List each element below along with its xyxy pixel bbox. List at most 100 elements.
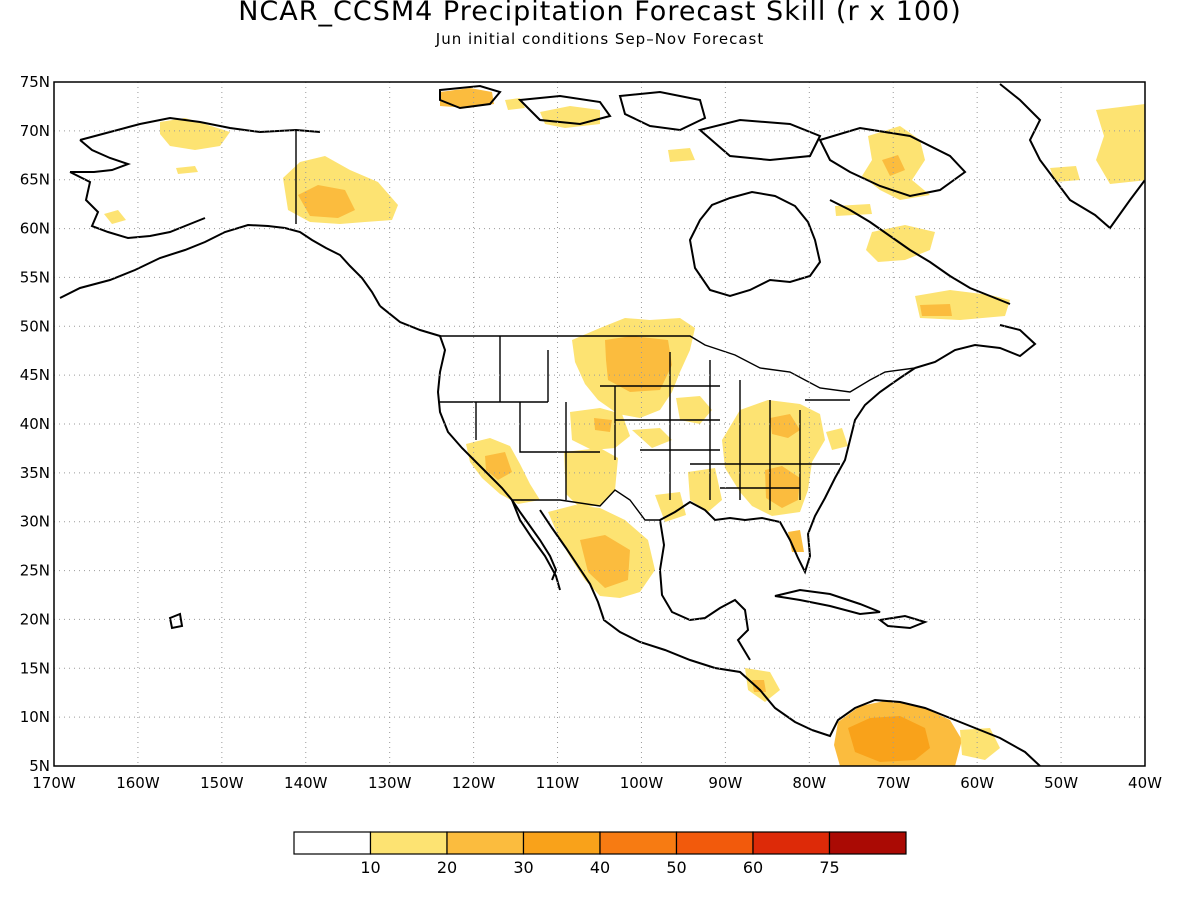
- skill-region-alaska-small: [176, 166, 198, 174]
- skill-region-colorado-core: [594, 418, 612, 432]
- colorbar-label: 30: [513, 858, 533, 877]
- lon-tick-label: 50W: [1044, 774, 1078, 792]
- coast-mexico-west: [539, 509, 813, 731]
- colorbar-swatch: [599, 831, 678, 855]
- colorbar-swatch: [752, 831, 831, 855]
- lat-tick-label: 55N: [20, 268, 50, 286]
- lat-tick-label: 10N: [20, 708, 50, 726]
- skill-region-arctic-4: [668, 148, 695, 162]
- lat-tick-label: 5N: [29, 757, 50, 775]
- lon-tick-label: 120W: [452, 774, 496, 792]
- skill-region-alaska-north: [160, 118, 230, 150]
- lat-tick-label: 30N: [20, 513, 50, 531]
- colorbar-label: 50: [666, 858, 686, 877]
- skill-region-nevada: [485, 452, 512, 480]
- colorbar-label: 20: [437, 858, 457, 877]
- colorbar-label: 60: [743, 858, 763, 877]
- lon-tick-label: 80W: [792, 774, 826, 792]
- skill-region-newfoundland-core: [920, 304, 952, 316]
- skill-region-alaska-sw: [104, 210, 126, 224]
- skill-region-ohio: [770, 414, 800, 438]
- skill-region-honduras: [752, 680, 766, 692]
- border-us-mexico: [512, 489, 660, 521]
- colorbar-swatch: [675, 831, 754, 855]
- skill-region-kansas: [632, 428, 672, 448]
- lon-tick-label: 170W: [32, 774, 76, 792]
- lat-tick-label: 20N: [20, 610, 50, 628]
- colorbar-swatch: [369, 831, 448, 855]
- lat-tick-label: 70N: [20, 122, 50, 140]
- lat-tick-label: 35N: [20, 464, 50, 482]
- lat-tick-label: 60N: [20, 220, 50, 238]
- skill-shading: [104, 88, 1145, 766]
- lat-tick-label: 40N: [20, 415, 50, 433]
- skill-region-georgia: [765, 466, 800, 508]
- coast-labrador: [829, 199, 1011, 305]
- lon-tick-label: 110W: [536, 774, 580, 792]
- colorbar-swatch: [293, 831, 372, 855]
- lat-tick-label: 45N: [20, 366, 50, 384]
- lon-tick-label: 150W: [200, 774, 244, 792]
- lon-tick-label: 90W: [708, 774, 742, 792]
- coast-pacific: [379, 305, 558, 581]
- colorbar-label: 40: [590, 858, 610, 877]
- coast-baja: [511, 499, 561, 591]
- coast-arctic-c: [618, 90, 707, 132]
- colorbar-label: 10: [360, 858, 380, 877]
- skill-region-nebraska: [676, 396, 712, 424]
- lon-tick-label: 40W: [1128, 774, 1162, 792]
- coast-alaska-west: [69, 171, 206, 240]
- coast-maritimes: [914, 324, 1037, 369]
- colorbar-swatch: [522, 831, 601, 855]
- lon-tick-label: 60W: [960, 774, 994, 792]
- coast-hawaii: [168, 612, 184, 630]
- state-lines-1: [440, 336, 850, 510]
- grid-lines: [53, 81, 1146, 767]
- lon-tick-label: 70W: [876, 774, 910, 792]
- skill-region-arctic-3: [540, 106, 600, 128]
- political-borders: [295, 130, 916, 521]
- colorbar-swatch: [828, 831, 907, 855]
- coast-alaska: [59, 223, 381, 307]
- coast-arctic-d: [697, 118, 822, 162]
- lon-tick-label: 140W: [284, 774, 328, 792]
- coast-gulf: [658, 519, 751, 661]
- skill-region-greenland-south: [1050, 166, 1080, 182]
- skill-region-north-dakota: [605, 336, 672, 392]
- plot-frame: [53, 81, 1146, 767]
- skill-region-southern-plains: [564, 448, 618, 508]
- coast-arctic-b: [517, 94, 612, 126]
- skill-region-carolina: [826, 428, 848, 450]
- border-us-canada: [440, 335, 916, 393]
- lat-tick-label: 65N: [20, 171, 50, 189]
- map-title: NCAR_CCSM4 Precipitation Forecast Skill …: [238, 0, 962, 27]
- colorbar-label: 75: [819, 858, 839, 877]
- coast-hudson: [688, 190, 822, 298]
- coast-south-america: [811, 698, 1041, 766]
- map-subtitle: Jun initial conditions Sep–Nov Forecast: [435, 30, 765, 48]
- skill-region-venezuela-core: [848, 716, 930, 762]
- colorbar-swatch: [446, 831, 525, 855]
- lon-tick-label: 160W: [116, 774, 160, 792]
- coast-baffin: [818, 126, 967, 198]
- lat-tick-label: 15N: [20, 659, 50, 677]
- lat-tick-label: 75N: [20, 73, 50, 91]
- lon-tick-label: 100W: [620, 774, 664, 792]
- lat-tick-label: 25N: [20, 562, 50, 580]
- skill-region-yukon-core: [298, 185, 355, 218]
- coast-arctic-a: [439, 84, 502, 110]
- skill-region-central-mexico: [580, 535, 630, 588]
- colorbar: 10 20 30 40 50 60 75: [293, 831, 907, 877]
- axis-labels: 5N 10N 15N 20N 25N 30N 35N 40N 45N 50N 55N 60N 65N 70…: [20, 73, 1162, 792]
- skill-region-arctic-1: [440, 88, 494, 108]
- skill-region-baffin-core: [882, 155, 905, 176]
- skill-region-greenland: [1096, 104, 1145, 184]
- lat-tick-label: 50N: [20, 317, 50, 335]
- skill-region-south-texas: [655, 492, 686, 522]
- coast-cuba: [774, 588, 881, 616]
- skill-region-arkansas: [688, 468, 722, 512]
- coast-alaska-nw: [70, 139, 131, 173]
- lon-tick-label: 130W: [368, 774, 412, 792]
- coast-hispaniola: [877, 614, 929, 630]
